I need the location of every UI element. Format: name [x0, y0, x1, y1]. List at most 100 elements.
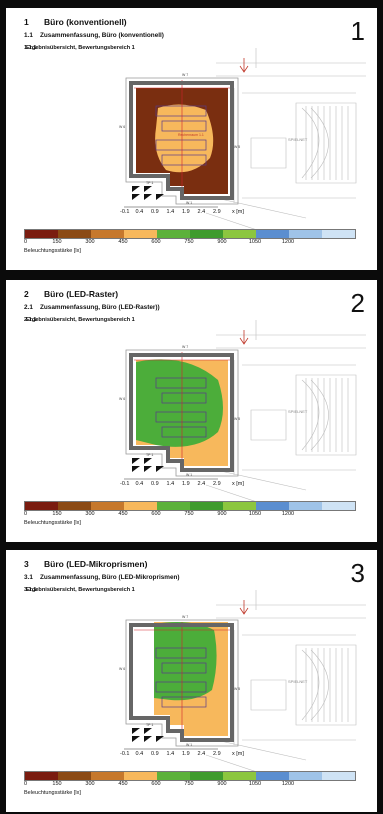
panel-subsubheading: 2.1.1Ergebnisübersicht, Bewertungsbereic…: [24, 317, 135, 323]
stair-label: SPIELNET: [288, 409, 308, 414]
meter-ticks: -0.1 0.4 0.9 1.4 1.9 2.4 2.9 x [m]: [6, 209, 377, 217]
luminaires: [155, 377, 207, 438]
color-scale-swatch: [190, 502, 223, 510]
color-scale-swatch: [25, 502, 58, 510]
result-panel-3: 3 3 Büro (LED-Mikroprismen) 3.1 Zusammenfa…: [6, 550, 377, 812]
meter-tick-label: 2.9: [213, 481, 221, 487]
marker-icons: [132, 458, 164, 472]
color-scale-tick: 1200: [281, 781, 295, 787]
color-scale-tick: 1200: [281, 239, 295, 245]
red-guide-lines: [134, 80, 232, 198]
illuminance-color-scale: [24, 501, 356, 511]
color-scale-tick: 300: [85, 781, 95, 787]
panel-heading: 2 Büro (LED-Raster): [24, 289, 119, 299]
color-scale-tick: 900: [217, 239, 227, 245]
wall-label: W 6: [119, 125, 125, 129]
meter-tick-label: 1.4: [166, 751, 175, 757]
door-label: TP 1: [146, 181, 153, 185]
color-scale-swatch: [223, 230, 256, 238]
illuminance-core: [155, 104, 214, 173]
marker-icons: [132, 186, 164, 200]
wall-label: W 1: [186, 201, 192, 205]
color-scale-swatch: [256, 502, 289, 510]
color-scale-swatch: [256, 230, 289, 238]
wall-label: W 7: [182, 73, 188, 77]
panel-subheading: 1.1 Zusammenfassung, Büro (konventionell): [24, 32, 164, 39]
wall-label: W 7: [182, 615, 188, 619]
room-walls: [129, 353, 234, 472]
color-scale-swatch: [190, 772, 223, 780]
meter-unit: x [m]: [232, 209, 244, 215]
meter-tick-label: 1.4: [166, 209, 175, 215]
panel-subheading: 3.1 Zusammenfassung, Büro (LED-Mikroprism…: [24, 574, 180, 581]
marker-icons: [132, 728, 164, 742]
meter-unit: x [m]: [232, 751, 244, 757]
color-scale-swatch: [322, 502, 355, 510]
color-scale-unit: Beleuchtungsstärke [lx]: [24, 248, 81, 254]
panel-heading: 1 Büro (konventionell): [24, 17, 127, 27]
color-scale-swatch: [91, 502, 124, 510]
meter-tick-label: 2.9: [213, 751, 221, 757]
red-guide-lines: [134, 352, 232, 470]
color-scale-tick: 600: [151, 781, 161, 787]
panel-subsubheading: 1.1.1Ergebnisübersicht, Bewertungsbereic…: [24, 45, 135, 51]
color-scale-swatch: [256, 772, 289, 780]
color-scale-tick: 450: [118, 239, 128, 245]
color-scale-swatch: [289, 230, 322, 238]
meter-tick-label: -0.1: [120, 481, 130, 487]
meter-tick-label: 2.4: [197, 751, 206, 757]
north-arrow-icon: [239, 330, 249, 345]
door-label: TP 1: [146, 453, 153, 457]
meter-tick-label: 1.4: [166, 481, 175, 487]
color-scale-swatch: [190, 230, 223, 238]
floor-plan: SPIELNET W 7 W 6 W 5 W 1 TP 1: [119, 320, 366, 506]
wall-label: W 7: [182, 345, 188, 349]
red-guide-lines: [134, 622, 232, 740]
color-scale-swatch: [91, 772, 124, 780]
meter-tick-label: -0.1: [120, 209, 130, 215]
color-scale-tick: 150: [52, 239, 62, 245]
color-scale-ticks: 0 150 300 450 600 750 900 1050 1200: [24, 511, 354, 519]
wall-label: W 5: [234, 145, 240, 149]
wall-label: W 1: [186, 473, 192, 477]
color-scale-tick: 150: [52, 781, 62, 787]
color-scale-swatch: [157, 230, 190, 238]
meter-tick-label: -0.1: [120, 751, 130, 757]
color-scale-tick: 0: [24, 781, 28, 787]
color-scale-tick: 1200: [281, 511, 295, 517]
color-scale-unit: Beleuchtungsstärke [lx]: [24, 790, 81, 796]
meter-tick-label: 0.4: [135, 481, 144, 487]
color-scale-tick: 600: [151, 239, 161, 245]
color-scale-tick: 900: [217, 511, 227, 517]
color-scale-swatch: [58, 502, 91, 510]
wall-label: W 5: [234, 417, 240, 421]
color-scale-swatch: [25, 772, 58, 780]
color-scale-swatch: [289, 502, 322, 510]
meter-tick-label: 2.4: [197, 209, 206, 215]
color-scale-tick: 750: [184, 511, 194, 517]
illuminance-core: [154, 622, 217, 701]
meter-ticks: -0.1 0.4 0.9 1.4 1.9 2.4 2.9 x [m]: [6, 481, 377, 489]
color-scale-tick: 0: [24, 511, 28, 517]
color-scale-swatch: [223, 502, 256, 510]
color-scale-tick: 150: [52, 511, 62, 517]
color-scale-tick: 600: [151, 511, 161, 517]
panel-number: 3: [350, 558, 365, 588]
outer-outline: [125, 349, 239, 477]
meter-ticks: -0.1 0.4 0.9 1.4 1.9 2.4 2.9 x [m]: [6, 751, 377, 759]
panel-subsubheading: 3.1.1Ergebnisübersicht, Bewertungsbereic…: [24, 587, 135, 593]
color-scale-tick: 750: [184, 781, 194, 787]
wall-label: W 5: [234, 687, 240, 691]
north-arrow-icon: [239, 600, 249, 615]
room-walls: [129, 623, 234, 742]
color-scale-tick: 1050: [248, 511, 262, 517]
color-scale-swatch: [322, 772, 355, 780]
meter-tick-label: 2.4: [197, 481, 206, 487]
color-scale-swatch: [322, 230, 355, 238]
color-scale-swatch: [58, 230, 91, 238]
meter-tick-label: 0.4: [135, 209, 144, 215]
north-arrow-icon: [239, 58, 249, 73]
color-scale-tick: 300: [85, 511, 95, 517]
panel-number: 2: [350, 288, 365, 318]
color-scale-ticks: 0 150 300 450 600 750 900 1050 1200: [24, 239, 354, 247]
